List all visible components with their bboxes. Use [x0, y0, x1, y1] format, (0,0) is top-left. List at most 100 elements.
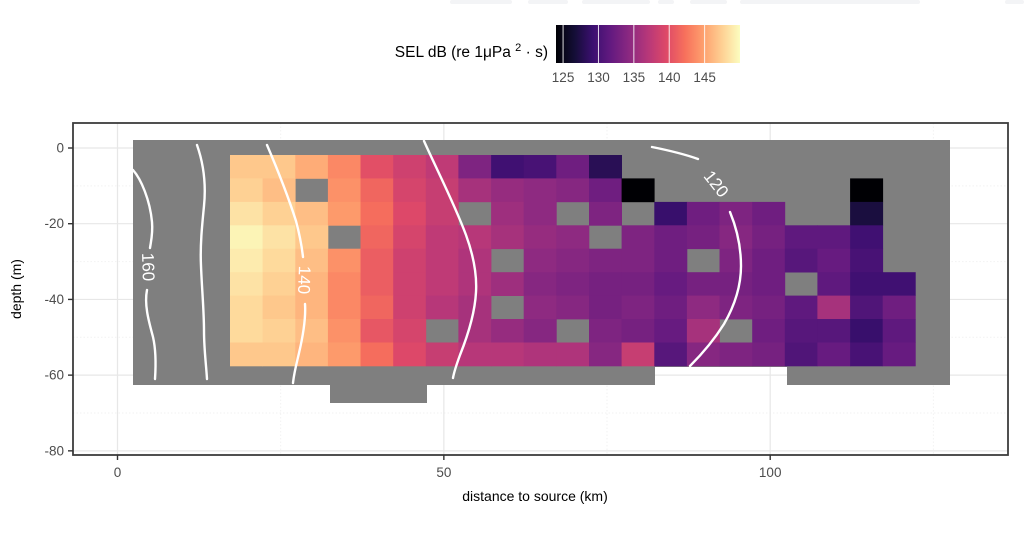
- heatmap-cell: [719, 272, 753, 296]
- heatmap-cell: [817, 342, 851, 367]
- heatmap-cell: [262, 295, 296, 320]
- legend-title-superscript: 2: [515, 42, 521, 54]
- heatmap-cell: [719, 201, 753, 226]
- heatmap-cell: [360, 272, 394, 296]
- heatmap-cell: [230, 178, 263, 203]
- heatmap-cell: [556, 225, 590, 250]
- heatmap-cell: [589, 178, 622, 203]
- heatmap-cell: [556, 295, 590, 320]
- heatmap-cell: [621, 342, 655, 367]
- heatmap-cell: [850, 342, 884, 367]
- heatmap-cell: [621, 225, 655, 250]
- heatmap-cell: [295, 225, 329, 250]
- heatmap-cell: [425, 248, 459, 273]
- heatmap-cell: [491, 201, 525, 226]
- heatmap-cell: [360, 178, 394, 203]
- heatmap-cell: [523, 272, 557, 296]
- contour-line: [650, 145, 700, 161]
- heatmap-cell: [784, 319, 818, 343]
- heatmap-cell: [327, 248, 361, 273]
- top-strip-decor: [450, 0, 1024, 4]
- heatmap-cell: [686, 272, 720, 296]
- colorbar-legend: SEL dB (re 1μPa 2 · s) 125 130 135 140 145: [395, 25, 740, 85]
- colorbar-tick-label: 130: [587, 70, 610, 85]
- heatmap-cell: [491, 225, 525, 250]
- heatmap-cell: [752, 272, 786, 296]
- heatmap-cell: [719, 225, 753, 250]
- heatmap-cell: [882, 342, 916, 367]
- heatmap-cell: [882, 272, 916, 296]
- contour-line: [144, 288, 157, 381]
- heatmap-cell: [589, 155, 622, 179]
- heatmap-cell: [491, 178, 525, 203]
- y-tick-label: -80: [44, 443, 64, 458]
- colorbar: [556, 25, 740, 63]
- heatmap-cell: [654, 225, 688, 250]
- colorbar-tick-label: 145: [693, 70, 716, 85]
- heatmap-cell: [817, 248, 851, 273]
- heatmap-cell: [752, 319, 786, 343]
- heatmap-cell: [393, 342, 427, 367]
- heatmap-cell: [654, 248, 688, 273]
- heatmap-cell: [262, 201, 296, 226]
- heatmap-cell: [458, 155, 492, 179]
- heatmap-cell: [589, 295, 622, 320]
- colorbar-ticks: [562, 25, 706, 63]
- panel-border: [72, 122, 1009, 456]
- heatmap-cell: [393, 272, 427, 296]
- heatmap-cell: [360, 155, 394, 179]
- heatmap-cell: [817, 295, 851, 320]
- y-tick-label: -60: [44, 368, 64, 383]
- heatmap-cell: [458, 178, 492, 203]
- heatmap-cell: [230, 272, 263, 296]
- heatmap-cell: [230, 225, 263, 250]
- heatmap-cell: [360, 319, 394, 343]
- heatmap-cell: [523, 319, 557, 343]
- heatmap-cell: [295, 295, 329, 320]
- heatmap-cell: [230, 201, 263, 226]
- heatmap-cell: [360, 201, 394, 226]
- heatmap-cell: [393, 319, 427, 343]
- heatmap-cell: [589, 319, 622, 343]
- heatmap-cell: [850, 225, 884, 250]
- heatmap-cell: [262, 248, 296, 273]
- heatmap-cell: [425, 295, 459, 320]
- heatmap-cell: [327, 342, 361, 367]
- heatmap-cell: [458, 225, 492, 250]
- contour-line: [131, 168, 154, 250]
- heatmap-cell: [393, 201, 427, 226]
- heatmap-cell: [295, 342, 329, 367]
- heatmap-cell: [295, 155, 329, 179]
- y-tick-label: -20: [44, 216, 64, 231]
- heatmap-cell: [654, 295, 688, 320]
- colorbar-tick-labels: 125 130 135 140 145: [552, 70, 716, 85]
- heatmap-cell: [523, 225, 557, 250]
- heatmap-cell: [589, 342, 622, 367]
- heatmap-cell: [491, 272, 525, 296]
- heatmap-cell: [752, 225, 786, 250]
- heatmap-cell: [719, 248, 753, 273]
- heatmap-cell: [784, 295, 818, 320]
- legend-title-post: · s): [526, 44, 548, 61]
- colorbar-tick-label: 140: [658, 70, 681, 85]
- heatmap-cell: [295, 319, 329, 343]
- heatmap-cell: [327, 201, 361, 226]
- contour-line: [265, 143, 305, 259]
- heatmap-cell: [784, 342, 818, 367]
- heatmap-cell: [556, 155, 590, 179]
- heatmap-cell: [523, 295, 557, 320]
- heatmap-cell: [425, 342, 459, 367]
- y-tick-label: 0: [56, 141, 64, 156]
- contour-label: 140: [294, 265, 314, 294]
- heatmap-cell: [262, 178, 296, 203]
- top-strip-segment: [582, 0, 650, 4]
- heatmap-cell: [850, 178, 884, 203]
- top-strip-segment: [528, 0, 568, 4]
- heatmap-cell: [458, 248, 492, 273]
- heatmap-cell: [230, 295, 263, 320]
- heatmap-cell: [393, 155, 427, 179]
- heatmap-cell: [621, 272, 655, 296]
- heatmap-cell: [491, 155, 525, 179]
- heatmap-cell: [556, 248, 590, 273]
- heatmap-cell: [523, 342, 557, 367]
